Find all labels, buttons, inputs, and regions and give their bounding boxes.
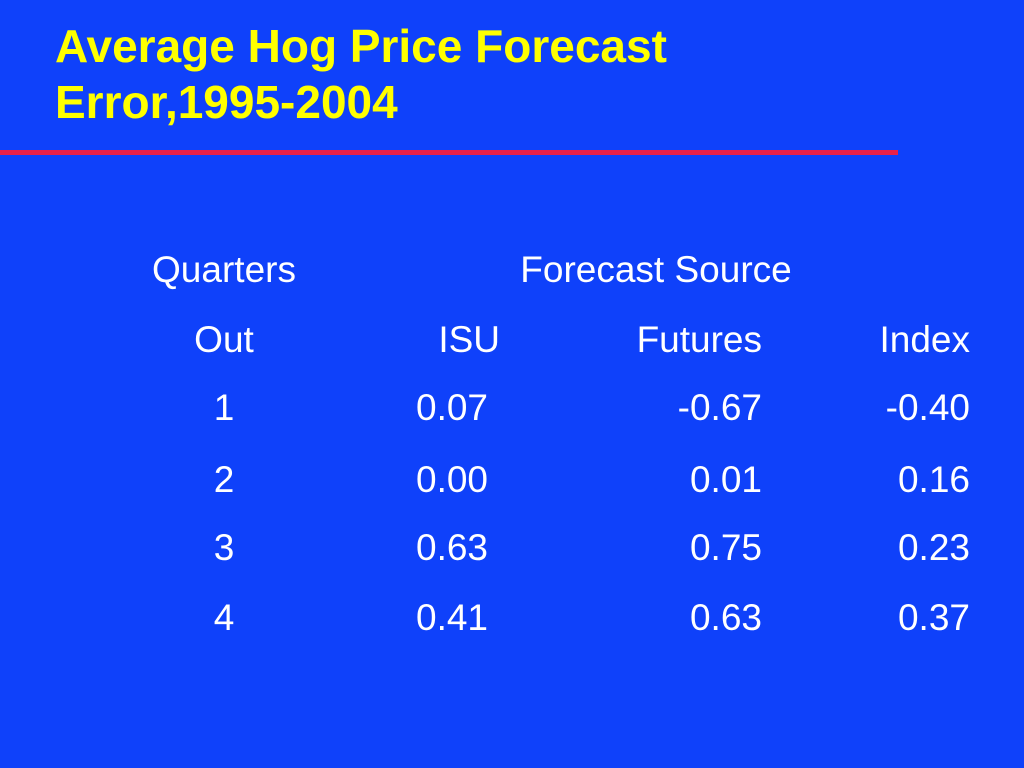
header-out: Out (194, 319, 254, 360)
row-4-isu: 0.41 (416, 597, 489, 638)
row-3-index: 0.23 (897, 527, 970, 568)
header-isu: ISU (438, 319, 500, 360)
row-1-index: -0.40 (885, 387, 970, 428)
row-3-quarter: 3 (213, 527, 235, 568)
header-forecast-source: Forecast Source (520, 249, 792, 290)
row-2-futures: 0.01 (689, 459, 762, 500)
row-2-quarter: 2 (213, 459, 235, 500)
row-4-index: 0.37 (897, 597, 970, 638)
row-1-futures: -0.67 (677, 387, 762, 428)
slide-title-line-2: Error,1995-2004 (55, 76, 398, 128)
slide-title: Average Hog Price Forecast Error,1995-20… (55, 18, 667, 130)
row-4-quarter: 4 (213, 597, 235, 638)
slide-title-line-1: Average Hog Price Forecast (55, 20, 667, 72)
row-2-index: 0.16 (897, 459, 970, 500)
row-3-isu: 0.63 (416, 527, 489, 568)
row-3-futures: 0.75 (689, 527, 762, 568)
row-2-isu: 0.00 (416, 459, 489, 500)
row-1-quarter: 1 (213, 387, 235, 428)
row-1-isu: 0.07 (416, 387, 489, 428)
header-quarters: Quarters (152, 249, 296, 290)
header-futures: Futures (636, 319, 762, 360)
title-underline-rule (0, 150, 898, 155)
header-index: Index (879, 319, 970, 360)
row-4-futures: 0.63 (689, 597, 762, 638)
